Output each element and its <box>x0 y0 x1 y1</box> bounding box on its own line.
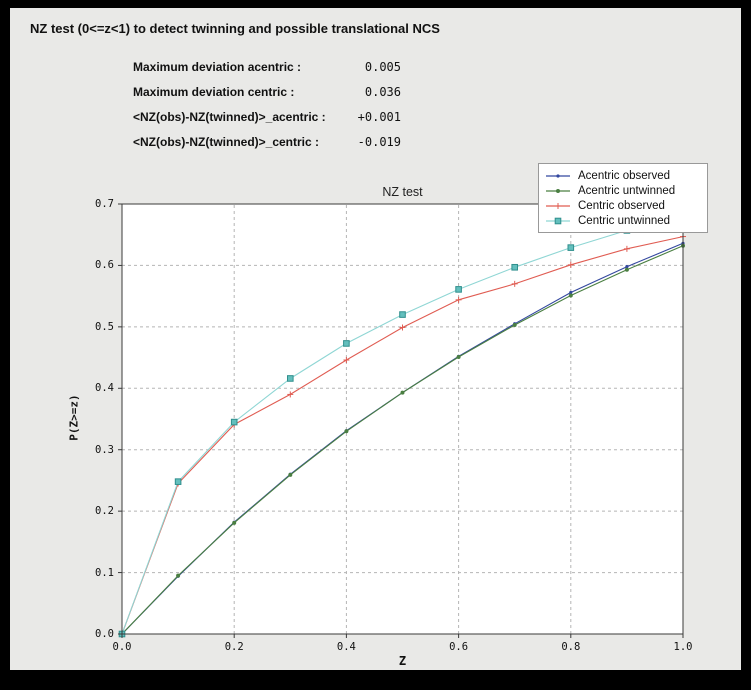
nz-test-plot <box>118 203 687 638</box>
stat-value: -0.019 <box>357 135 401 149</box>
legend-line-sample <box>546 217 570 224</box>
stat-value: +0.001 <box>357 110 401 124</box>
stat-row: Maximum deviation centric : 0.036 <box>133 85 401 99</box>
stat-label: Maximum deviation acentric : <box>133 60 302 74</box>
stat-value: 0.005 <box>364 60 401 74</box>
plot-panel: NZ test (0<=z<1) to detect twinning and … <box>10 8 741 670</box>
x-axis-label: Z <box>398 654 407 668</box>
stat-row: Maximum deviation acentric : 0.005 <box>133 60 401 74</box>
y-axis-label: P(Z>=z) <box>67 394 81 441</box>
legend-line-sample <box>546 188 570 193</box>
legend-item: Centric observed <box>545 198 701 213</box>
legend-label: Acentric observed <box>578 169 671 182</box>
stat-label: Maximum deviation centric : <box>133 85 295 99</box>
legend-label: Centric observed <box>578 199 665 212</box>
legend-line-sample <box>546 173 570 178</box>
stat-row: <NZ(obs)-NZ(twinned)>_acentric : +0.001 <box>133 110 401 124</box>
stat-value: 0.036 <box>364 85 401 99</box>
chart-legend: Acentric observed Acentric untwinned Cen… <box>538 163 708 233</box>
stats-block: Maximum deviation acentric : 0.005 Maxim… <box>133 60 401 160</box>
stat-label: <NZ(obs)-NZ(twinned)>_acentric : <box>133 110 326 124</box>
legend-line-sample <box>546 202 570 209</box>
legend-label: Acentric untwinned <box>578 184 676 197</box>
stat-label: <NZ(obs)-NZ(twinned)>_centric : <box>133 135 320 149</box>
legend-label: Centric untwinned <box>578 214 671 227</box>
legend-item: Centric untwinned <box>545 213 701 228</box>
chart-title: NZ test <box>382 185 423 199</box>
legend-item: Acentric untwinned <box>545 183 701 198</box>
stat-row: <NZ(obs)-NZ(twinned)>_centric : -0.019 <box>133 135 401 149</box>
page-title: NZ test (0<=z<1) to detect twinning and … <box>30 21 440 36</box>
legend-item: Acentric observed <box>545 168 701 183</box>
